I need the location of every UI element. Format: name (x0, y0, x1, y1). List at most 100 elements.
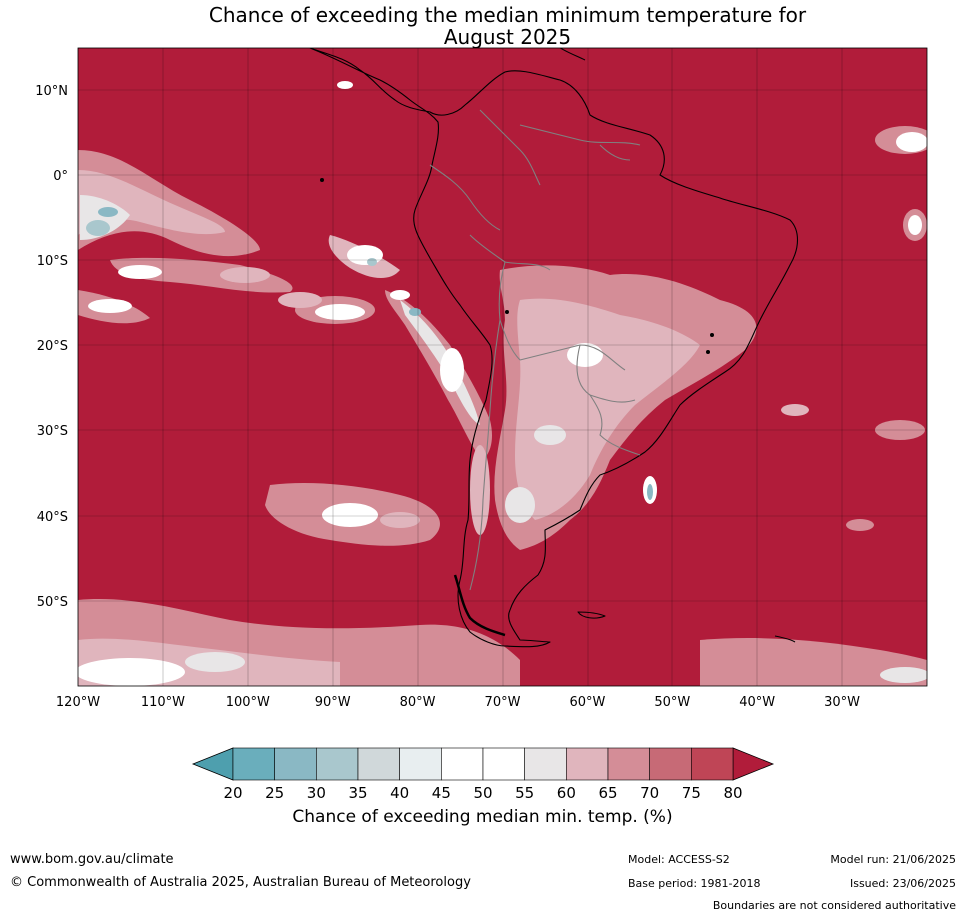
patch-cool (647, 484, 653, 500)
colorbar-swatch (691, 747, 734, 781)
lon-tick-label: 80°W (400, 695, 436, 710)
patch-light (380, 512, 420, 528)
caribbean-coast (559, 48, 586, 61)
latitude-labels: 10°N 0° 10°S 20°S 30°S 40°S 50°S (35, 84, 68, 610)
lon-tick-label: 60°W (569, 695, 605, 710)
patch-light (470, 445, 490, 535)
patch-mid (110, 257, 293, 293)
footer-disclaimer: Boundaries are not considered authoritat… (712, 899, 956, 912)
colorbar-tick-label: 45 (432, 784, 451, 802)
colorbar-swatch (649, 747, 692, 781)
colorbar-tick-label: 75 (682, 784, 701, 802)
patch-mid (846, 519, 874, 531)
patch-white (322, 503, 378, 527)
patch-white (78, 658, 185, 686)
patch-white (347, 245, 383, 265)
patch-white (908, 215, 922, 235)
patch-neutral (185, 652, 245, 672)
colorbar-tick-label: 35 (348, 784, 367, 802)
probability-patches (78, 81, 927, 686)
patch-light (220, 267, 270, 283)
footer-copyright: © Commonwealth of Australia 2025, Austra… (10, 875, 471, 890)
patch-white (88, 299, 132, 313)
fjord-coast (453, 574, 506, 637)
colorbar-tick-label: 25 (265, 784, 284, 802)
patch-light (278, 292, 322, 308)
patch-neutral (534, 425, 566, 445)
patch-light (515, 298, 700, 520)
country-borders (429, 109, 641, 591)
footer-model: Model: ACCESS-S2 (628, 853, 730, 866)
south-georgia-coast (774, 635, 796, 643)
south-america-coastline (309, 48, 799, 648)
lon-tick-label: 100°W (226, 695, 270, 710)
map-title: Chance of exceeding the median minimum t… (0, 4, 965, 48)
lat-tick-label: 20°S (37, 339, 68, 354)
patch-mid (875, 420, 925, 440)
colorbar-tick-label: 70 (640, 784, 659, 802)
footer-issued: Issued: 23/06/2025 (849, 877, 956, 890)
colorbar-swatch (399, 747, 442, 781)
longitude-labels: 120°W 110°W 100°W 90°W 80°W 70°W 60°W 50°W 40°W 3… (56, 695, 860, 710)
patch-cool (409, 308, 421, 316)
colorbar-swatch (316, 747, 359, 781)
patch-cool (98, 207, 118, 217)
lat-tick-label: 40°S (37, 510, 68, 525)
patch-white (337, 81, 353, 89)
patch-neutral (505, 487, 535, 523)
colorbar-tick-label: 65 (598, 784, 617, 802)
lon-tick-label: 40°W (739, 695, 775, 710)
title-line-2: August 2025 (443, 25, 572, 49)
lon-tick-label: 110°W (141, 695, 185, 710)
lat-tick-label: 50°S (37, 595, 68, 610)
coastlines (309, 48, 799, 648)
land-markers (320, 178, 714, 354)
patch-cool (367, 258, 377, 266)
colorbar-swatch (232, 747, 275, 781)
lat-tick-label: 30°S (37, 424, 68, 439)
lon-tick-label: 30°W (824, 695, 860, 710)
colorbar-tick-label: 20 (223, 784, 242, 802)
patch-white (567, 343, 603, 367)
patch-white (896, 132, 927, 152)
lat-tick-label: 0° (53, 169, 68, 184)
lon-tick-label: 90°W (315, 695, 351, 710)
map-frame (77, 47, 928, 687)
patch-light (781, 404, 809, 416)
colorbar-tick-label: 80 (723, 784, 742, 802)
patch-neutral (880, 667, 927, 683)
colorbar-over-arrow (732, 747, 775, 781)
lon-tick-label: 50°W (654, 695, 690, 710)
colorbar-tick-label: 40 (390, 784, 409, 802)
colorbar: 20 25 30 35 40 45 50 55 60 65 70 75 80 (191, 747, 775, 802)
lat-tick-label: 10°N (35, 84, 68, 99)
colorbar-swatch (607, 747, 650, 781)
colorbar-swatch (482, 747, 525, 781)
map-area (78, 48, 927, 686)
footer-url: www.bom.gov.au/climate (10, 852, 174, 867)
patch-neutral (400, 300, 480, 425)
map-background (78, 48, 927, 686)
colorbar-swatch (357, 747, 400, 781)
colorbar-tick-label: 55 (515, 784, 534, 802)
colorbar-tick-label: 50 (473, 784, 492, 802)
colorbar-under-arrow (191, 747, 234, 781)
patch-cool (86, 220, 110, 236)
patch-mid (385, 290, 493, 460)
patch-white (315, 304, 365, 320)
colorbar-swatch (274, 747, 317, 781)
footer-model-run: Model run: 21/06/2025 (830, 853, 956, 866)
colorbar-swatch (566, 747, 609, 781)
patch-mid (700, 638, 927, 686)
colorbar-label: Chance of exceeding median min. temp. (%… (292, 807, 673, 827)
lon-tick-label: 120°W (56, 695, 100, 710)
title-line-1: Chance of exceeding the median minimum t… (208, 3, 807, 27)
patch-white (118, 265, 162, 279)
colorbar-tick-label: 60 (557, 784, 576, 802)
patch-white (390, 290, 410, 300)
lat-tick-label: 10°S (37, 254, 68, 269)
footer-base-period: Base period: 1981-2018 (628, 877, 761, 890)
patch-white (440, 348, 464, 392)
colorbar-swatch (524, 747, 567, 781)
